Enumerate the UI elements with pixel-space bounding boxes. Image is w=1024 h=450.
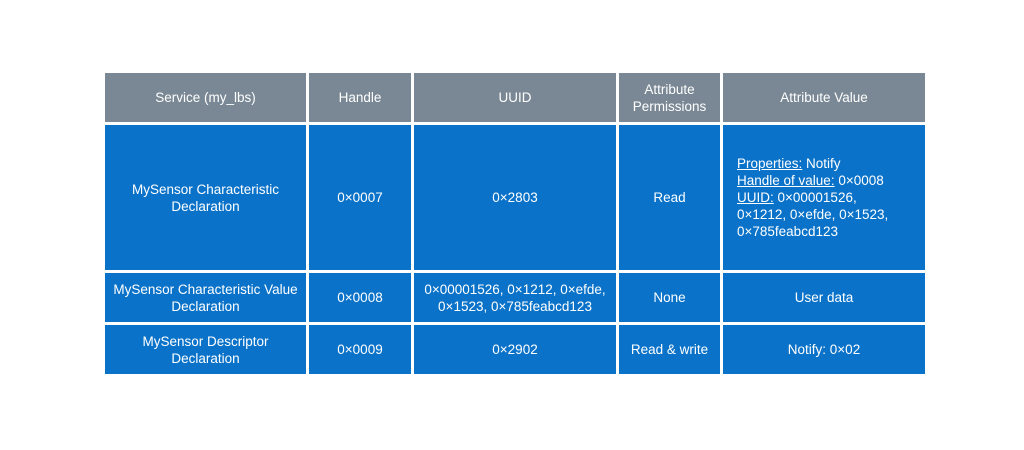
cell-service: MySensor Characteristic Value Declaratio… [105, 273, 306, 322]
table-row: MySensor Characteristic Value Declaratio… [105, 273, 925, 322]
cell-attribute-value: Notify: 0×02 [723, 325, 925, 374]
properties-value: Notify [802, 156, 841, 171]
uuid-value-part-2: 0×1212, 0×efde, 0×1523, [737, 207, 889, 222]
cell-handle: 0×0009 [309, 325, 411, 374]
header-uuid: UUID [414, 73, 616, 122]
cell-attribute-value: User data [723, 273, 925, 322]
handle-of-value-line: Handle of value: 0×0008 [737, 172, 921, 189]
properties-line: Properties: Notify [737, 155, 921, 172]
cell-service: MySensor Descriptor Declaration [105, 325, 306, 374]
table-row: MySensor Characteristic Declaration 0×00… [105, 125, 925, 270]
cell-permissions: Read & write [619, 325, 720, 374]
uuid-label: UUID: [737, 190, 774, 205]
uuid-line: UUID: 0×00001526, [737, 189, 921, 206]
cell-uuid: 0×2902 [414, 325, 616, 374]
cell-attribute-value: Properties: Notify Handle of value: 0×00… [723, 125, 925, 270]
table-header-row: Service (my_lbs) Handle UUID Attribute P… [105, 73, 925, 122]
handle-of-value-label: Handle of value: [737, 173, 835, 188]
properties-label: Properties: [737, 156, 803, 171]
uuid-value-part-1: 0×00001526, [773, 190, 857, 205]
cell-handle: 0×0007 [309, 125, 411, 270]
header-attribute-permissions: Attribute Permissions [619, 73, 720, 122]
gatt-service-table: Service (my_lbs) Handle UUID Attribute P… [102, 70, 928, 377]
header-handle: Handle [309, 73, 411, 122]
header-attribute-value: Attribute Value [723, 73, 925, 122]
cell-permissions: Read [619, 125, 720, 270]
handle-of-value-value: 0×0008 [834, 173, 884, 188]
header-service: Service (my_lbs) [105, 73, 306, 122]
cell-handle: 0×0008 [309, 273, 411, 322]
cell-service: MySensor Characteristic Declaration [105, 125, 306, 270]
cell-uuid: 0×00001526, 0×1212, 0×efde, 0×1523, 0×78… [414, 273, 616, 322]
uuid-value-part-3: 0×785feabcd123 [737, 224, 838, 239]
cell-uuid: 0×2803 [414, 125, 616, 270]
cell-permissions: None [619, 273, 720, 322]
table-row: MySensor Descriptor Declaration 0×0009 0… [105, 325, 925, 374]
